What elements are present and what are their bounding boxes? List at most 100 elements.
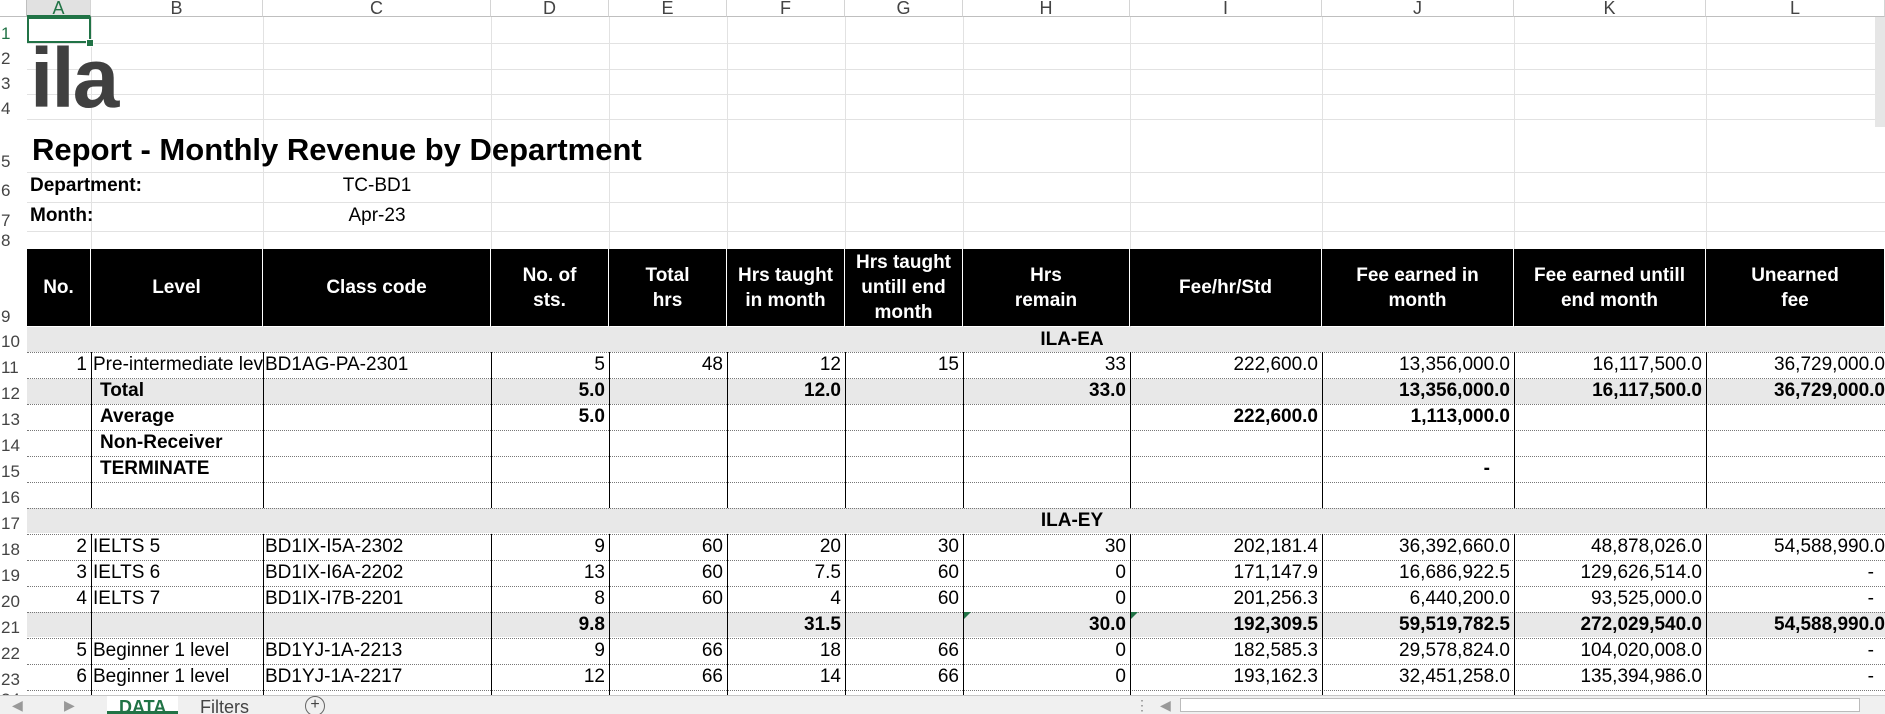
cell-taught: 18 [819, 640, 841, 661]
cell-class-code: BD1IX-I5A-2302 [265, 536, 404, 557]
total-taught: 12.0 [804, 380, 841, 401]
cell-taught-end: 15 [937, 354, 959, 375]
row-header-2[interactable]: 2 [1, 49, 11, 68]
more-options-icon[interactable]: ⋮ [1135, 697, 1149, 713]
col-header-i[interactable]: I [1130, 0, 1322, 17]
row-header-13[interactable]: 13 [1, 410, 20, 429]
cell-level: Beginner 1 level [93, 666, 230, 687]
row-header-9[interactable]: 9 [1, 307, 11, 326]
scroll-left-icon[interactable]: ◀ [1160, 697, 1171, 713]
row-header-1[interactable]: 1 [1, 24, 11, 43]
month-value: Apr-23 [348, 205, 406, 226]
cell-remain: 0 [1115, 588, 1126, 609]
cell-total-hrs: 66 [701, 640, 723, 661]
row-header-12[interactable]: 12 [1, 384, 20, 403]
horizontal-scrollbar[interactable] [1180, 698, 1860, 712]
group-band-ey [27, 508, 1885, 533]
header-level: Level [91, 249, 263, 326]
group-label-ey: ILA-EY [1040, 510, 1104, 531]
cell-class-code: BD1YJ-1A-2217 [265, 666, 403, 687]
average-fee-month: 1,113,000.0 [1410, 406, 1510, 427]
row-header-8[interactable]: 8 [1, 231, 11, 250]
cell-taught: 12 [819, 354, 841, 375]
col-header-h[interactable]: H [963, 0, 1130, 17]
cell-taught-end: 66 [937, 666, 959, 687]
cell-sts: 12 [583, 666, 605, 687]
row-header-21[interactable]: 21 [1, 618, 20, 637]
row-header-6[interactable]: 6 [1, 181, 11, 200]
cell-fee-end: 93,525,000.0 [1591, 588, 1702, 609]
average-sts: 5.0 [578, 406, 605, 427]
select-all-corner[interactable] [0, 0, 27, 17]
row-header-14[interactable]: 14 [1, 436, 20, 455]
fill-handle[interactable] [86, 39, 94, 47]
row-header-17[interactable]: 17 [1, 514, 20, 533]
tab-filters[interactable]: Filters [200, 697, 249, 714]
total-label: Total [100, 380, 144, 401]
subtotal-band-ey [27, 612, 1885, 637]
non-receiver-label: Non-Receiver [100, 432, 223, 453]
cell-unearned: 36,729,000.0 [1774, 354, 1885, 375]
col-header-l[interactable]: L [1706, 0, 1885, 17]
cell-no: 2 [76, 536, 87, 557]
col-header-e[interactable]: E [609, 0, 727, 17]
row-header-19[interactable]: 19 [1, 566, 20, 585]
cell-unearned: - [1867, 562, 1874, 583]
row-header-16[interactable]: 16 [1, 488, 20, 507]
cell-unearned: - [1867, 640, 1874, 661]
cell-no: 4 [76, 588, 87, 609]
col-header-j[interactable]: J [1322, 0, 1514, 17]
row-header-23[interactable]: 23 [1, 670, 20, 689]
cell-taught: 7.5 [814, 562, 841, 583]
row-header-18[interactable]: 18 [1, 540, 20, 559]
cell-fee-end: 135,394,986.0 [1580, 666, 1702, 687]
cell-remain: 33 [1104, 354, 1126, 375]
tab-data[interactable]: DATA [107, 696, 179, 714]
add-sheet-button[interactable]: + [305, 696, 325, 714]
col-header-a[interactable]: A [27, 0, 91, 17]
row-header-10[interactable]: 10 [1, 332, 20, 351]
report-title: Report - Monthly Revenue by Department [32, 132, 642, 167]
header-hrs-taught-end: Hrs taught untill end month [845, 249, 963, 326]
cell-fee-end: 104,020,008.0 [1580, 640, 1702, 661]
header-no-sts: No. of sts. [491, 249, 609, 326]
header-fee-month: Fee earned in month [1322, 249, 1514, 326]
row-header-5[interactable]: 5 [1, 152, 11, 171]
cell-fee-month: 13,356,000.0 [1399, 354, 1510, 375]
col-header-k[interactable]: K [1514, 0, 1706, 17]
prev-sheet-icon[interactable]: ◀ [12, 697, 23, 713]
row-header-11[interactable]: 11 [1, 358, 19, 377]
error-indicator-icon[interactable] [1131, 612, 1138, 619]
cell-no: 1 [76, 354, 87, 375]
cell-fee-month: 32,451,258.0 [1399, 666, 1510, 687]
cell-level: IELTS 5 [93, 536, 161, 557]
row-header-22[interactable]: 22 [1, 644, 20, 663]
row-header-15[interactable]: 15 [1, 462, 20, 481]
error-indicator-icon[interactable] [964, 612, 971, 619]
average-fee-hr: 222,600.0 [1233, 406, 1318, 427]
cell-remain: 30 [1104, 536, 1126, 557]
col-header-b[interactable]: B [91, 0, 263, 17]
cell-sts: 9 [594, 640, 605, 661]
active-cell-a1[interactable] [27, 17, 91, 43]
cell-taught-end: 60 [937, 588, 959, 609]
col-header-d[interactable]: D [491, 0, 609, 17]
col-header-g[interactable]: G [845, 0, 963, 17]
group-label-ea: ILA-EA [1040, 329, 1104, 350]
department-label: Department: [30, 175, 142, 196]
row-header-20[interactable]: 20 [1, 592, 20, 611]
next-sheet-icon[interactable]: ▶ [64, 697, 75, 713]
cell-sts: 5 [594, 354, 605, 375]
row-header-3[interactable]: 3 [1, 74, 11, 93]
cell-level: IELTS 7 [93, 588, 161, 609]
col-header-c[interactable]: C [263, 0, 491, 17]
col-header-f[interactable]: F [727, 0, 845, 17]
cell-fee-end: 48,878,026.0 [1591, 536, 1702, 557]
row-header-4[interactable]: 4 [1, 99, 11, 118]
row-header-7[interactable]: 7 [1, 211, 11, 230]
vertical-scrollbar[interactable] [1875, 17, 1885, 127]
subtotal-sts: 9.8 [578, 614, 605, 635]
subtotal-fee-end: 272,029,540.0 [1580, 614, 1702, 635]
cell-unearned: - [1867, 588, 1874, 609]
